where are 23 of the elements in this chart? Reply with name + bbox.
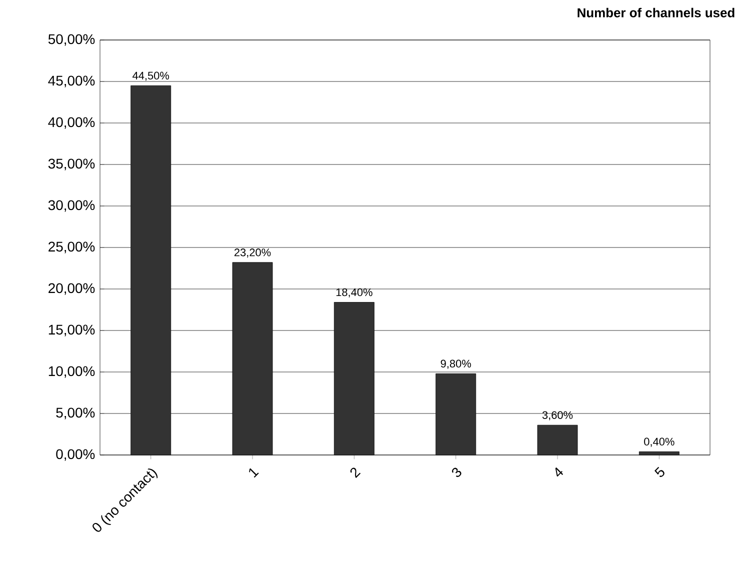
x-tick-label: 5 xyxy=(654,466,664,477)
y-tick-label: 5,00% xyxy=(56,408,95,420)
data-label: 3,60% xyxy=(542,411,573,420)
data-label: 18,40% xyxy=(336,288,372,298)
x-tick-label: 4 xyxy=(555,467,564,477)
x-tick-label: 2 xyxy=(350,468,361,478)
y-tick-label: 15,00% xyxy=(48,324,95,336)
y-tick-label: 0,00% xyxy=(56,449,95,461)
x-tick-label: 1 xyxy=(249,468,259,478)
y-tick-label: 25,00% xyxy=(48,242,95,254)
y-tick-label: 45,00% xyxy=(48,76,95,88)
x-tick-label: 3 xyxy=(452,468,462,478)
y-tick-label: 35,00% xyxy=(48,158,95,170)
y-tick-label: 50,00% xyxy=(48,34,95,46)
data-label: 44,50% xyxy=(132,72,170,81)
y-tick-label: 10,00% xyxy=(48,366,95,378)
y-tick-label: 30,00% xyxy=(48,200,95,212)
y-tick-label: 20,00% xyxy=(48,283,95,295)
y-tick-label: 40,00% xyxy=(48,117,95,129)
data-label: 0,40% xyxy=(644,438,674,447)
data-label: 23,20% xyxy=(234,248,271,258)
data-label: 9,80% xyxy=(440,360,471,369)
chart-title: Number of channels used xyxy=(578,8,734,18)
